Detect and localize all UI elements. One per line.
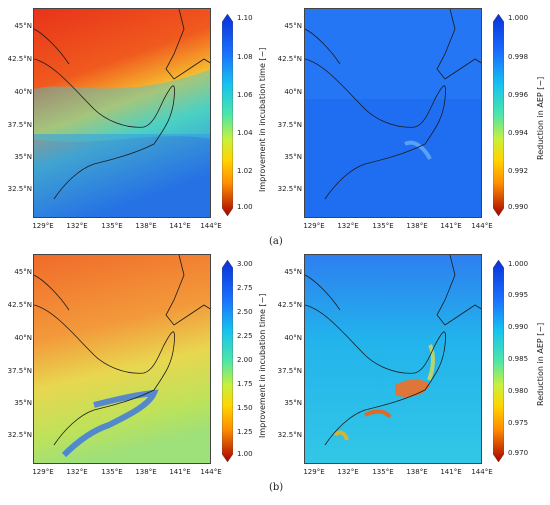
colorbar-tick: 0.994 (508, 129, 529, 137)
colorbar-tick: 0.970 (508, 449, 529, 457)
colorbar-tick: 1.00 (237, 450, 253, 458)
lon-tick: 132°E (337, 222, 359, 230)
lat-tick: 37.5°N (7, 367, 32, 375)
lat-tick: 35°N (14, 153, 32, 161)
heatmap-a-aep (305, 9, 481, 217)
lat-tick: 40°N (14, 334, 32, 342)
lon-tick: 135°E (101, 222, 123, 230)
colorbar-tick: 0.975 (508, 419, 529, 427)
colorbar-tick: 0.996 (508, 91, 529, 99)
colorbar-tick: 2.50 (237, 308, 253, 316)
colorbar-tick: 0.990 (508, 323, 529, 331)
lat-tick: 45°N (284, 22, 302, 30)
colorbar-tick: 2.00 (237, 356, 253, 364)
lat-tick: 35°N (284, 399, 302, 407)
lon-tick: 132°E (66, 468, 88, 476)
lon-tick: 135°E (372, 222, 394, 230)
lat-tick: 45°N (14, 268, 32, 276)
lat-tick: 40°N (284, 334, 302, 342)
map-b-incubation (33, 254, 211, 464)
lon-tick: 138°E (406, 468, 428, 476)
lon-tick: 138°E (135, 468, 157, 476)
colorbar-tick: 1.04 (237, 129, 253, 137)
colorbar-tick: 1.75 (237, 380, 253, 388)
colorbar-label: Reduction in AEP [−] (536, 322, 545, 406)
lon-tick: 144°E (471, 468, 493, 476)
colorbar-tick: 0.998 (508, 53, 529, 61)
lon-tick: 132°E (66, 222, 88, 230)
colorbar-tick: 0.995 (508, 291, 529, 299)
lon-tick: 129°E (32, 222, 54, 230)
lat-tick: 42.5°N (7, 301, 32, 309)
lat-tick: 32.5°N (277, 185, 302, 193)
lat-tick: 37.5°N (277, 367, 302, 375)
colorbar-tick: 1.50 (237, 404, 253, 412)
colorbar-label: Improvement in incubation time [−] (258, 293, 267, 438)
lat-tick: 45°N (284, 268, 302, 276)
lon-tick: 141°E (169, 468, 191, 476)
heatmap-a-incubation (34, 9, 210, 217)
colorbar-tick: 0.990 (508, 203, 529, 211)
colorbar-tick: 2.75 (237, 284, 253, 292)
colorbar-tick: 1.08 (237, 53, 253, 61)
lon-tick: 129°E (32, 468, 54, 476)
lon-tick: 129°E (303, 222, 325, 230)
lat-tick: 35°N (284, 153, 302, 161)
lon-tick: 141°E (440, 222, 462, 230)
colorbar-tick: 1.10 (237, 14, 253, 22)
colorbar-tick: 1.02 (237, 167, 253, 175)
colorbar-a-aep (492, 13, 505, 217)
lat-tick: 42.5°N (7, 55, 32, 63)
lat-tick: 42.5°N (277, 55, 302, 63)
map-a-aep (304, 8, 482, 218)
colorbar-tick: 2.25 (237, 332, 253, 340)
subfigure-label-a: (a) (269, 236, 283, 247)
colorbar-label: Improvement in incubation time [−] (258, 47, 267, 192)
lon-tick: 141°E (169, 222, 191, 230)
lat-tick: 32.5°N (7, 431, 32, 439)
colorbar-tick: 0.980 (508, 387, 529, 395)
lon-tick: 135°E (101, 468, 123, 476)
heatmap-b-aep (305, 255, 481, 463)
lon-tick: 144°E (471, 222, 493, 230)
colorbar-tick: 1.25 (237, 428, 253, 436)
lat-tick: 37.5°N (277, 121, 302, 129)
lon-tick: 138°E (406, 222, 428, 230)
colorbar-tick: 0.985 (508, 355, 529, 363)
lat-tick: 32.5°N (277, 431, 302, 439)
lat-tick: 40°N (14, 88, 32, 96)
lat-tick: 37.5°N (7, 121, 32, 129)
colorbar-tick: 1.000 (508, 260, 529, 268)
lat-tick: 45°N (14, 22, 32, 30)
colorbar-tick: 0.992 (508, 167, 529, 175)
lon-tick: 138°E (135, 222, 157, 230)
lon-tick: 135°E (372, 468, 394, 476)
map-b-aep (304, 254, 482, 464)
colorbar-tick: 3.00 (237, 260, 253, 268)
lon-tick: 132°E (337, 468, 359, 476)
lat-tick: 32.5°N (7, 185, 32, 193)
subfigure-label-b: (b) (269, 482, 284, 493)
colorbar-a-incubation (221, 13, 234, 217)
colorbar-b-incubation (221, 259, 234, 463)
lat-tick: 35°N (14, 399, 32, 407)
lon-tick: 141°E (440, 468, 462, 476)
heatmap-b-incubation (34, 255, 210, 463)
colorbar-tick: 1.06 (237, 91, 253, 99)
map-a-incubation (33, 8, 211, 218)
lon-tick: 144°E (200, 222, 222, 230)
colorbar-tick: 1.000 (508, 14, 529, 22)
lat-tick: 42.5°N (277, 301, 302, 309)
colorbar-tick: 1.00 (237, 203, 253, 211)
lat-tick: 40°N (284, 88, 302, 96)
colorbar-b-aep (492, 259, 505, 463)
colorbar-label: Reduction in AEP [−] (536, 76, 545, 160)
lon-tick: 144°E (200, 468, 222, 476)
lon-tick: 129°E (303, 468, 325, 476)
